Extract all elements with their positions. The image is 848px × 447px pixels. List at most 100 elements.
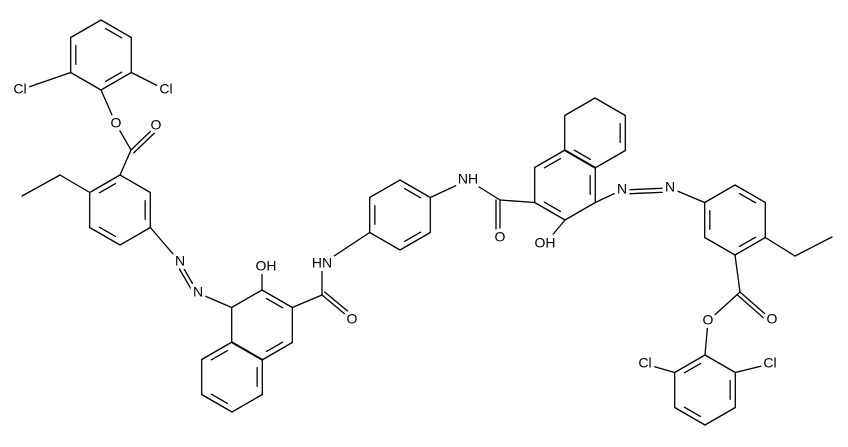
bond [534, 149, 566, 169]
atom-label: Cl [13, 81, 26, 97]
bond [734, 184, 766, 204]
bond [704, 236, 736, 256]
bond [704, 184, 736, 204]
atom-label: Cl [638, 355, 651, 371]
bond [738, 236, 757, 248]
bond [403, 187, 422, 199]
bond [704, 354, 736, 374]
atom-label: N [175, 253, 185, 269]
bond [573, 149, 592, 161]
bond [201, 393, 233, 413]
bond [179, 261, 199, 294]
bond [683, 406, 702, 418]
bond [98, 182, 117, 194]
bond [674, 354, 706, 374]
atom-labels: Cl Cl O O N N OH HN O NH O OH N N O O Cl… [10, 77, 781, 374]
bond [323, 291, 356, 318]
bond [104, 71, 123, 83]
bond [399, 231, 431, 251]
bond [130, 125, 157, 151]
atom-label: O [767, 311, 778, 327]
bond [794, 236, 833, 257]
bond [543, 201, 562, 213]
bond [59, 174, 91, 194]
bond [133, 128, 160, 154]
bond [89, 226, 121, 246]
bond [644, 363, 676, 374]
bond [70, 71, 102, 91]
bond [89, 174, 121, 194]
atom-label: O [495, 229, 506, 245]
bond [403, 231, 422, 243]
bond [429, 179, 469, 199]
bond [261, 341, 293, 361]
bond [674, 406, 706, 426]
atom-label: Cl [159, 81, 172, 97]
atom-label: OH [535, 235, 556, 251]
bond [399, 179, 431, 199]
atom-label: NH [458, 171, 478, 187]
bond [98, 226, 117, 238]
bond [175, 263, 196, 296]
bond [201, 341, 233, 361]
bond [707, 291, 741, 322]
bond [321, 231, 371, 265]
bond [19, 71, 72, 91]
atom-label: O [111, 115, 122, 131]
bond [734, 254, 741, 293]
bond [115, 123, 132, 151]
bond [621, 191, 671, 195]
bond [104, 27, 123, 39]
bond [683, 362, 702, 374]
bond [739, 291, 773, 321]
bond [499, 199, 536, 204]
bond [734, 363, 771, 374]
bond [594, 97, 626, 117]
bond [261, 289, 293, 309]
atom-label: O [703, 312, 714, 328]
bond [231, 341, 263, 361]
bond [594, 149, 626, 169]
atom-label: O [347, 311, 358, 327]
bond [100, 71, 132, 91]
bond [210, 393, 229, 405]
bond [564, 149, 596, 169]
bond [100, 19, 132, 39]
bond [534, 201, 566, 221]
bond [738, 192, 757, 204]
atom-label: O [151, 117, 162, 133]
atom-label: N [193, 284, 203, 300]
bond [564, 97, 596, 117]
bond [291, 294, 323, 309]
bond [119, 174, 151, 194]
bond [369, 231, 401, 251]
atom-label: N [665, 179, 675, 195]
bond [197, 292, 233, 309]
bond [764, 236, 796, 257]
bond [70, 19, 102, 39]
atom-label: OH [256, 258, 277, 274]
bond [467, 179, 501, 201]
bond [100, 89, 117, 125]
atom-label: N [617, 181, 627, 197]
bond [704, 406, 736, 426]
bond [265, 297, 284, 309]
atom-label: Cl [763, 355, 776, 371]
bond [564, 201, 596, 221]
bond [21, 174, 61, 197]
bond [321, 294, 353, 321]
bond [669, 187, 706, 204]
bond [704, 320, 709, 356]
bond [736, 294, 771, 324]
bonds [19, 19, 833, 426]
bond [210, 349, 229, 361]
bond [265, 341, 284, 353]
bond [544, 219, 566, 245]
bond [231, 289, 263, 309]
atom-label: HN [312, 255, 332, 271]
bond [130, 71, 167, 91]
bond [594, 189, 623, 204]
bond [621, 187, 671, 191]
